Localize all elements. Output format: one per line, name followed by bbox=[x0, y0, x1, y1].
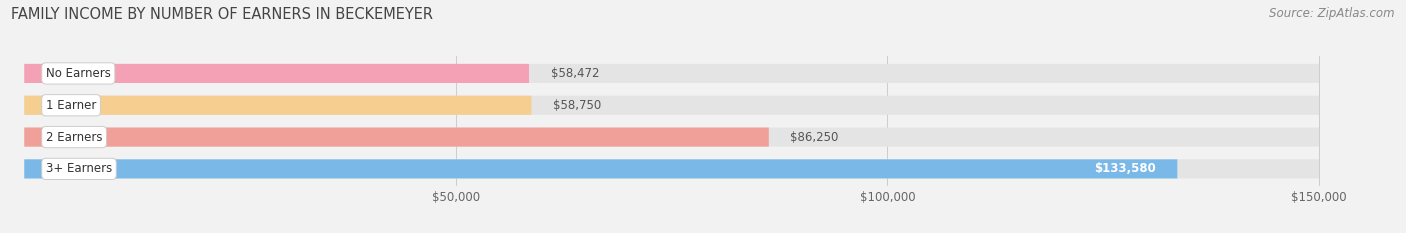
FancyBboxPatch shape bbox=[24, 64, 529, 83]
Text: Source: ZipAtlas.com: Source: ZipAtlas.com bbox=[1270, 7, 1395, 20]
Text: 3+ Earners: 3+ Earners bbox=[46, 162, 112, 175]
Text: $133,580: $133,580 bbox=[1094, 162, 1156, 175]
Text: $86,250: $86,250 bbox=[790, 130, 839, 144]
FancyBboxPatch shape bbox=[24, 159, 1177, 178]
FancyBboxPatch shape bbox=[24, 96, 1319, 115]
FancyBboxPatch shape bbox=[24, 96, 531, 115]
Text: No Earners: No Earners bbox=[46, 67, 111, 80]
FancyBboxPatch shape bbox=[24, 64, 1319, 83]
Text: $58,750: $58,750 bbox=[553, 99, 602, 112]
Text: 2 Earners: 2 Earners bbox=[46, 130, 103, 144]
Text: 1 Earner: 1 Earner bbox=[46, 99, 96, 112]
FancyBboxPatch shape bbox=[24, 159, 1319, 178]
FancyBboxPatch shape bbox=[24, 127, 1319, 147]
Text: $58,472: $58,472 bbox=[551, 67, 599, 80]
Text: FAMILY INCOME BY NUMBER OF EARNERS IN BECKEMEYER: FAMILY INCOME BY NUMBER OF EARNERS IN BE… bbox=[11, 7, 433, 22]
FancyBboxPatch shape bbox=[24, 127, 769, 147]
